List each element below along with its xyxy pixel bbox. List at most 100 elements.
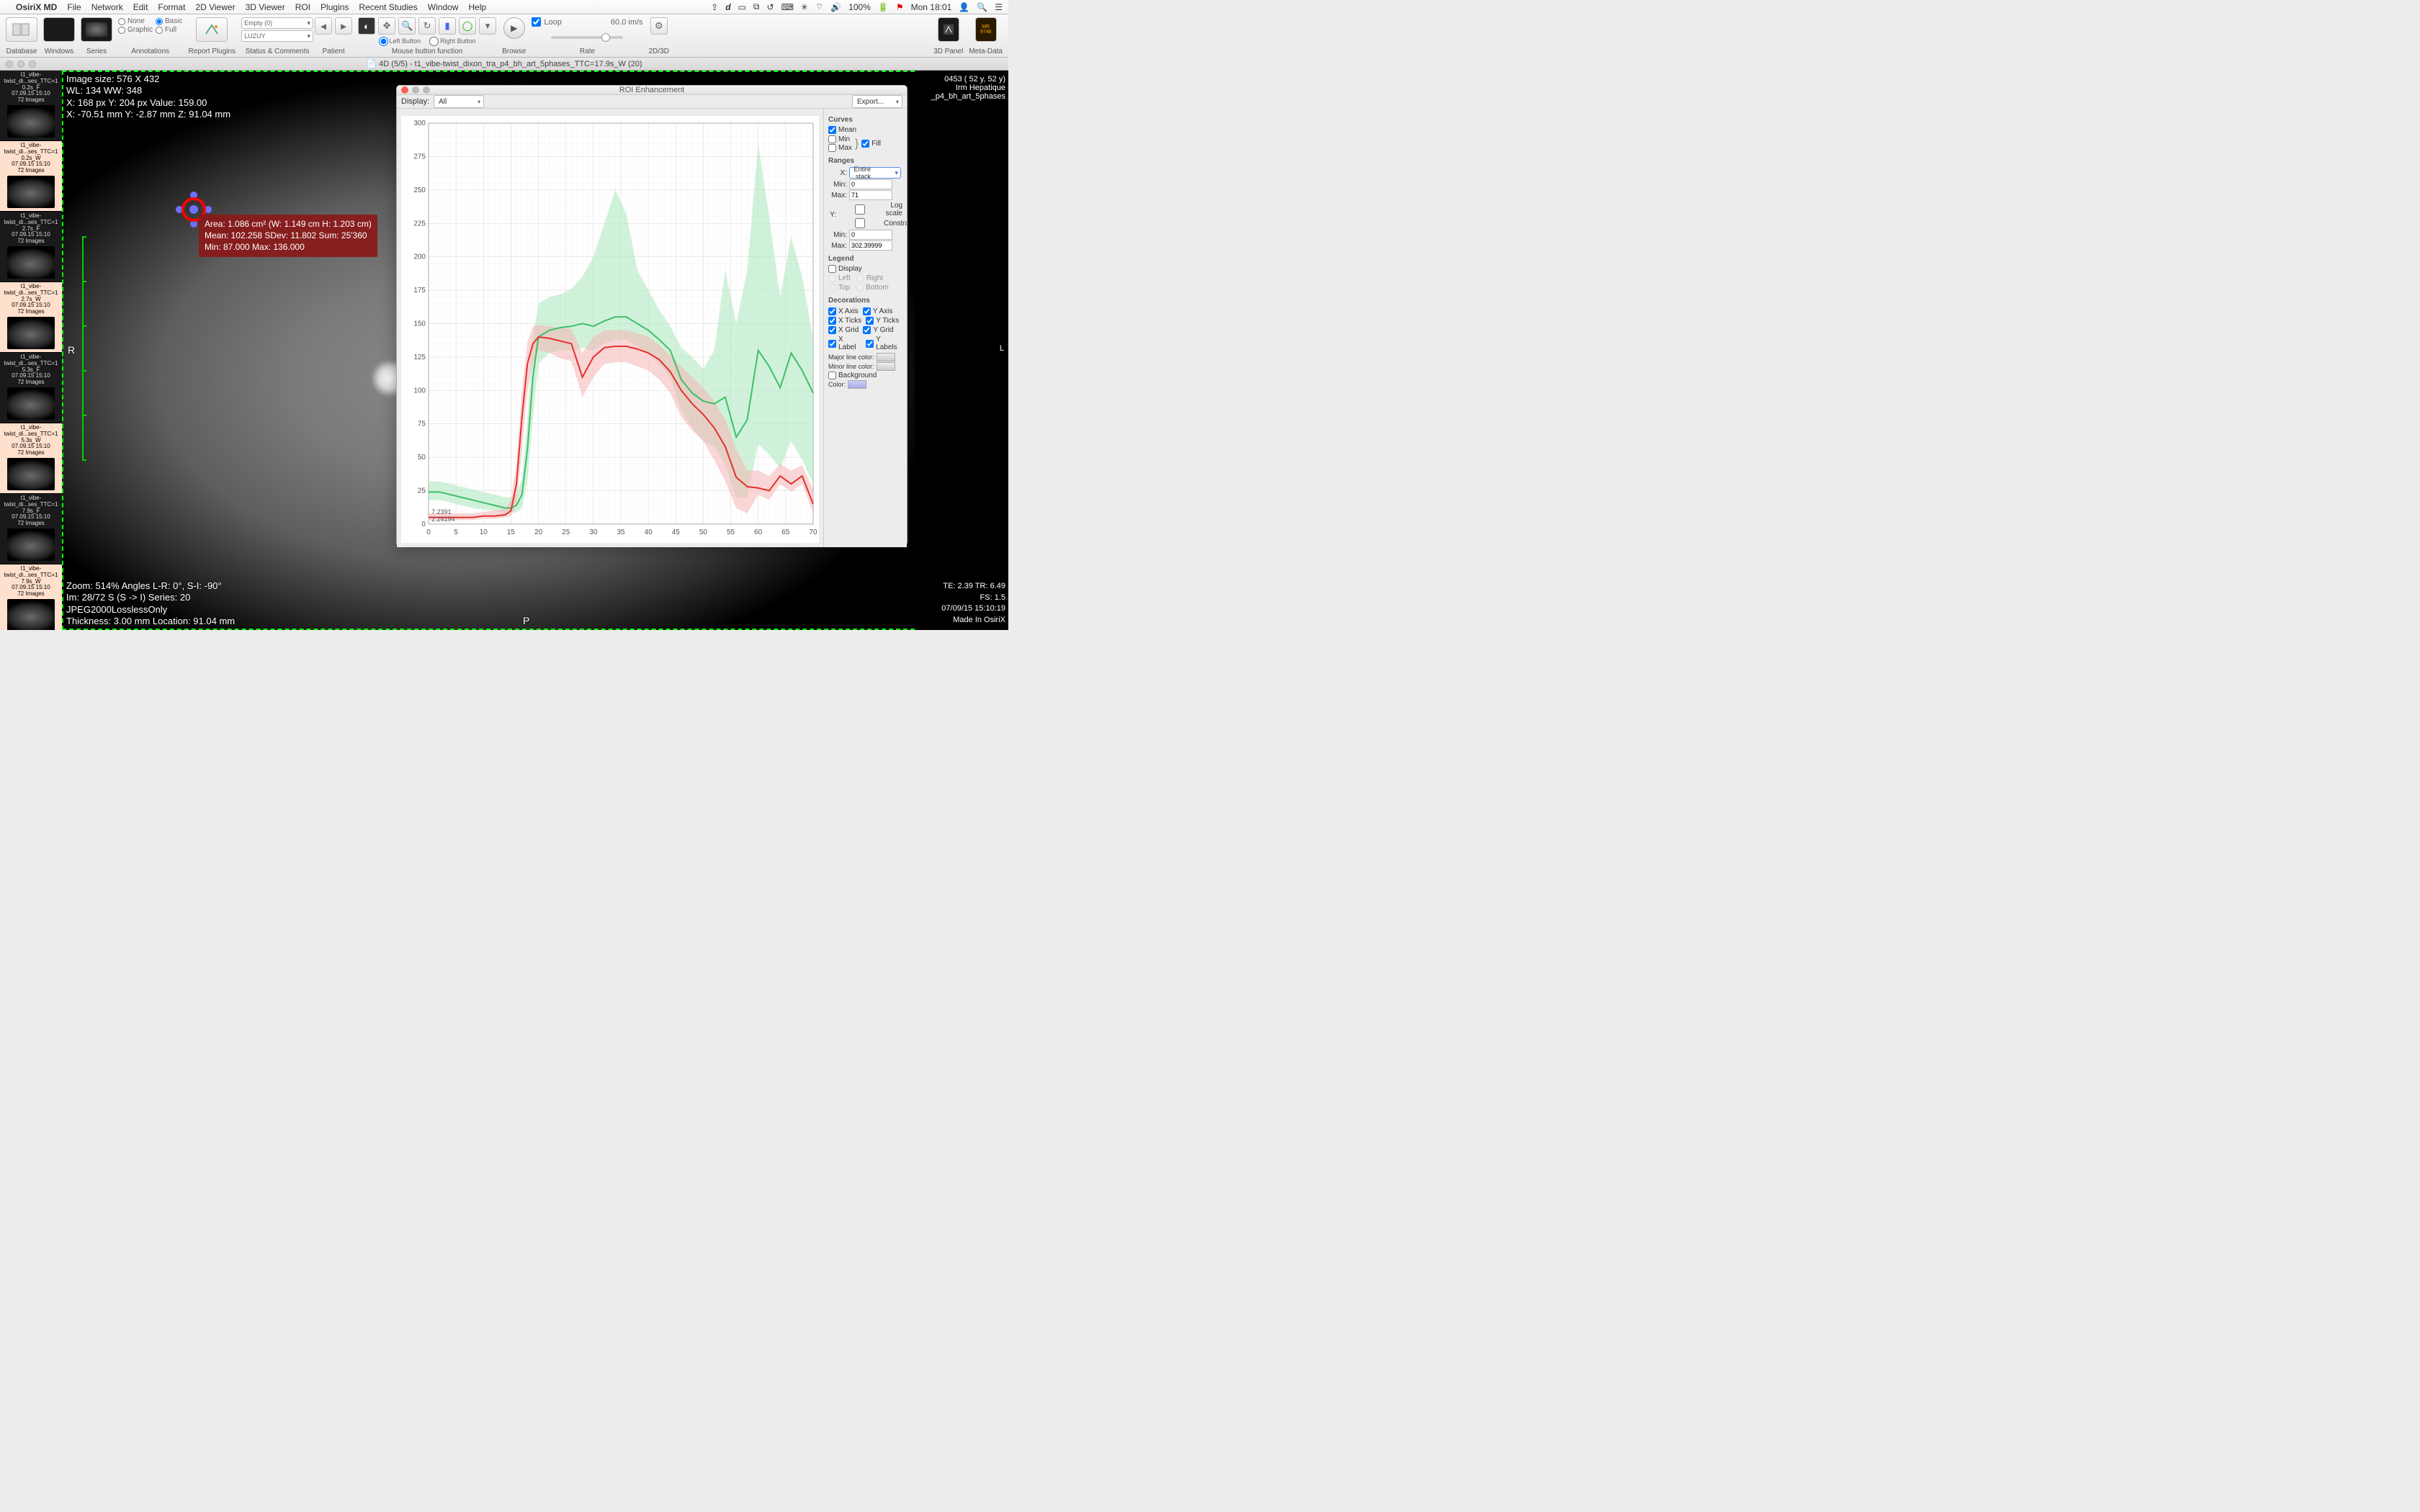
thumbnail[interactable]: t1_vibe-twist_di...ses_TTC=17.9s_W07.09.… xyxy=(0,564,62,630)
cb-ylabels[interactable]: Y Labels xyxy=(866,336,902,351)
display-icon[interactable]: ▭ xyxy=(738,2,746,12)
xmax-field[interactable] xyxy=(849,190,892,200)
menu-edit[interactable]: Edit xyxy=(133,2,148,12)
minimize-icon[interactable] xyxy=(412,86,419,94)
radio-right-button[interactable]: Right Button xyxy=(429,37,476,46)
tb-plugins[interactable]: Report Plugins xyxy=(188,17,236,57)
cb-log[interactable]: Log scale xyxy=(838,202,902,217)
x-range-select[interactable]: Entire stack▾ xyxy=(849,167,901,179)
ymin-field[interactable] xyxy=(849,230,892,240)
tool-move-icon[interactable]: ✥ xyxy=(378,17,395,35)
database-icon[interactable] xyxy=(6,17,37,42)
keyboard-icon[interactable]: ⌨ xyxy=(781,2,794,12)
tool-more-icon[interactable]: ▾ xyxy=(479,17,496,35)
cb-yaxis[interactable]: Y Axis xyxy=(863,307,893,315)
cb-xaxis[interactable]: X Axis xyxy=(828,307,859,315)
bt-icon[interactable]: ⧉ xyxy=(753,1,760,12)
thumbnail[interactable]: t1_vibe-twist_di...ses_TTC=12.7s_F07.09.… xyxy=(0,212,62,282)
status-combo[interactable]: Empty (0)▾ xyxy=(241,17,313,29)
battery-label[interactable]: 100% xyxy=(848,2,871,12)
radio-left-button[interactable]: Left Button xyxy=(379,37,421,46)
major-color-swatch[interactable] xyxy=(877,353,895,361)
sync-icon[interactable]: ✳ xyxy=(801,2,808,12)
next-patient-button[interactable]: ► xyxy=(335,17,352,35)
spotlight-icon[interactable]: 🔍 xyxy=(977,2,987,12)
cb-xlabel[interactable]: X Label xyxy=(828,336,861,351)
plugins-icon[interactable] xyxy=(196,17,228,42)
tb-metadata[interactable]: MR9748 Meta-Data xyxy=(969,17,1003,57)
tb-database[interactable]: Database xyxy=(6,17,37,57)
prev-patient-button[interactable]: ◄ xyxy=(315,17,332,35)
menu-roi[interactable]: ROI xyxy=(295,2,310,12)
thumbnail[interactable]: t1_vibe-twist_di...ses_TTC=10.2s_F07.09.… xyxy=(0,71,62,141)
thumbnail[interactable]: t1_vibe-twist_di...ses_TTC=10.2s_W07.09.… xyxy=(0,141,62,212)
loop-checkbox[interactable] xyxy=(532,17,541,27)
menu-file[interactable]: File xyxy=(67,2,81,12)
timemachine-icon[interactable]: ↺ xyxy=(767,2,774,12)
radio-full[interactable]: Full xyxy=(156,26,182,34)
windows-icon[interactable] xyxy=(43,17,75,42)
xmin-field[interactable] xyxy=(849,179,892,189)
wifi-icon[interactable]: ⌔ xyxy=(815,1,823,12)
zoom-icon[interactable] xyxy=(423,86,430,94)
cb-xgrid[interactable]: X Grid xyxy=(828,326,859,334)
series-icon[interactable] xyxy=(81,17,112,42)
tb-windows[interactable]: Windows xyxy=(43,17,75,57)
radio-graphic[interactable]: Graphic xyxy=(118,26,153,34)
tool-scroll-icon[interactable]: ▮ xyxy=(439,17,456,35)
traffic-lights[interactable] xyxy=(6,60,36,68)
volume-icon[interactable]: 🔊 xyxy=(830,2,841,12)
tool-roi-icon[interactable]: ◯ xyxy=(459,17,476,35)
clock[interactable]: Mon 18:01 xyxy=(911,2,952,12)
thumbnail[interactable]: t1_vibe-twist_di...ses_TTC=15.3s_F07.09.… xyxy=(0,353,62,423)
tool-rotate-icon[interactable]: ↻ xyxy=(418,17,436,35)
cb-max[interactable]: Max xyxy=(828,144,852,152)
menu-recent[interactable]: Recent Studies xyxy=(359,2,417,12)
thumbnail[interactable]: t1_vibe-twist_di...ses_TTC=12.7s_W07.09.… xyxy=(0,282,62,353)
d-icon[interactable]: d xyxy=(725,2,730,12)
panel3d-icon[interactable] xyxy=(938,17,959,42)
flag-icon[interactable]: ⚑ xyxy=(896,2,904,12)
cb-mean[interactable]: Mean xyxy=(828,126,902,134)
menu-window[interactable]: Window xyxy=(428,2,459,12)
play-button[interactable]: ▶ xyxy=(503,17,525,39)
cb-fill[interactable]: Fill xyxy=(861,140,881,148)
battery-icon[interactable]: 🔋 xyxy=(878,2,889,12)
ymax-field[interactable] xyxy=(849,240,892,251)
tb-2d3d[interactable]: ⚙ 2D/3D xyxy=(649,17,669,57)
radio-basic[interactable]: Basic xyxy=(156,17,182,25)
export-select[interactable]: Export... xyxy=(852,95,902,108)
menu-help[interactable]: Help xyxy=(468,2,486,12)
close-icon[interactable] xyxy=(401,86,408,94)
display-select[interactable]: All xyxy=(434,95,484,108)
tb-3dpanel[interactable]: 3D Panel xyxy=(933,17,963,57)
gear-icon[interactable]: ⚙ xyxy=(650,17,668,35)
cb-legend-display[interactable]: Display xyxy=(828,265,902,273)
menu-icon[interactable]: ☰ xyxy=(995,2,1003,12)
thumbnail[interactable]: t1_vibe-twist_di...ses_TTC=17.9s_F07.09.… xyxy=(0,494,62,564)
menu-plugins[interactable]: Plugins xyxy=(321,2,349,12)
metadata-icon[interactable]: MR9748 xyxy=(975,17,997,42)
minor-color-swatch[interactable] xyxy=(877,362,895,371)
app-name[interactable]: OsiriX MD xyxy=(16,2,57,12)
cb-constrain[interactable]: Constrain xyxy=(838,218,902,228)
menu-format[interactable]: Format xyxy=(158,2,185,12)
roi-panel-titlebar[interactable]: ROI Enhancement xyxy=(397,86,907,95)
thumbnail[interactable]: t1_vibe-twist_di...ses_TTC=15.3s_W07.09.… xyxy=(0,423,62,494)
menu-2dviewer[interactable]: 2D Viewer xyxy=(195,2,235,12)
cb-background[interactable]: Background xyxy=(828,372,902,379)
cb-ygrid[interactable]: Y Grid xyxy=(863,326,893,334)
tb-series[interactable]: Series xyxy=(81,17,112,57)
thumbnails-column[interactable]: t1_vibe-twist_di...ses_TTC=10.2s_F07.09.… xyxy=(0,71,62,630)
rate-slider[interactable] xyxy=(551,36,623,39)
tool-wl-icon[interactable]: ◐ xyxy=(358,17,375,35)
menu-3dviewer[interactable]: 3D Viewer xyxy=(246,2,285,12)
radio-none[interactable]: None xyxy=(118,17,153,25)
menu-network[interactable]: Network xyxy=(91,2,123,12)
cb-xticks[interactable]: X Ticks xyxy=(828,317,861,325)
cb-yticks[interactable]: Y Ticks xyxy=(866,317,899,325)
tool-zoom-icon[interactable]: 🔍 xyxy=(398,17,416,35)
bg-color-swatch[interactable] xyxy=(848,380,866,389)
cb-min[interactable]: Min xyxy=(828,135,852,143)
dropbox-icon[interactable]: ⇪ xyxy=(711,2,718,12)
